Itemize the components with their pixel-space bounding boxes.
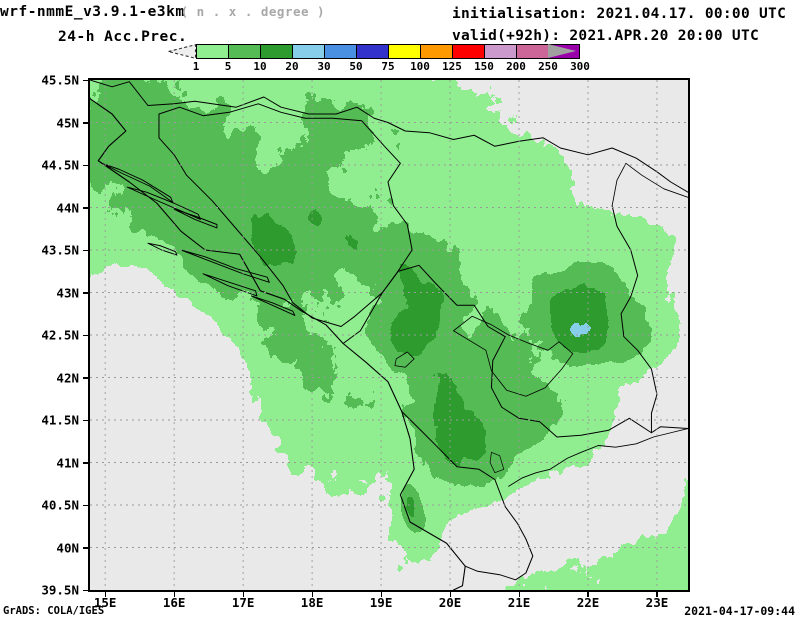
lon-tick-15E: 15E: [93, 595, 117, 610]
lon-tick-17E: 17E: [231, 595, 255, 610]
colorbar-tick-30: 30: [317, 60, 331, 73]
precipitation-field: [90, 80, 688, 590]
lat-tick-mark: [83, 547, 88, 549]
lat-tick-mark: [83, 249, 88, 251]
lat-tick-mark: [83, 589, 88, 591]
colorbar-swatch-3: [292, 44, 324, 59]
lat-tick-mark: [83, 79, 88, 81]
colorbar-swatch-7: [420, 44, 452, 59]
lon-tick-20E: 20E: [438, 595, 462, 610]
colorbar-tick-50: 50: [349, 60, 363, 73]
colorbar-tick-1: 1: [192, 60, 200, 73]
initialisation-time: initialisation: 2021.04.17. 00:00 UTC: [452, 6, 787, 22]
colorbar-high-cap: [548, 44, 576, 58]
lat-tick-mark: [83, 122, 88, 124]
lat-tick-43.5N: 43.5N: [41, 242, 79, 258]
model-units: ( n . x . degree ): [180, 4, 326, 19]
colorbar-tick-10: 10: [253, 60, 267, 73]
lon-tick-mark: [449, 592, 452, 597]
lat-tick-40.5N: 40.5N: [41, 497, 79, 513]
colorbar-swatch-8: [452, 44, 484, 59]
colorbar-swatch-10: [516, 44, 548, 59]
lat-tick-mark: [83, 377, 88, 379]
field-title: 24-h Acc.Prec.: [58, 29, 188, 45]
lon-tick-21E: 21E: [507, 595, 531, 610]
lat-tick-45.5N: 45.5N: [41, 72, 79, 88]
model-name: wrf-nmmE_v3.9.1-e3km: [0, 4, 185, 20]
lon-tick-23E: 23E: [645, 595, 669, 610]
model-title: wrf-nmmE_v3.9.1-e3km( n . x . degree ): [0, 4, 325, 20]
colorbar-tick-125: 125: [442, 60, 462, 73]
colorbar-swatch-0: [196, 44, 228, 59]
colorbar-tick-150: 150: [474, 60, 494, 73]
lon-tick-mark: [173, 592, 176, 597]
lon-tick-mark: [518, 592, 520, 597]
grads-credit: GrADS: COLA/IGES: [3, 605, 105, 617]
lat-tick-42N: 42N: [56, 370, 79, 385]
lon-tick-mark: [656, 592, 658, 597]
lat-tick-45N: 45N: [56, 115, 79, 130]
lat-tick-mark: [83, 207, 88, 209]
colorbar-swatch-6: [388, 44, 420, 59]
lat-tick-41N: 41N: [56, 455, 79, 470]
lat-tick-42.5N: 42.5N: [41, 327, 79, 343]
colorbar-swatch-4: [324, 44, 356, 59]
valid-time: valid(+92h): 2021.APR.20 20:00 UTC: [452, 28, 760, 44]
lat-tick-44N: 44N: [56, 200, 79, 215]
lon-tick-mark: [311, 592, 314, 597]
colorbar-tick-250: 250: [538, 60, 558, 73]
lon-tick-mark: [104, 592, 107, 597]
colorbar-swatch-9: [484, 44, 516, 59]
map-plot-area: [88, 78, 690, 592]
lat-tick-mark: [83, 164, 88, 166]
lat-tick-mark: [83, 504, 88, 506]
lon-tick-mark: [587, 592, 589, 597]
colorbar-tick-5: 5: [224, 60, 232, 73]
lat-tick-mark: [83, 462, 88, 464]
lon-tick-22E: 22E: [576, 595, 600, 610]
colorbar-swatches: [196, 44, 580, 59]
lat-tick-mark: [83, 419, 88, 421]
colorbar-tick-75: 75: [381, 60, 395, 73]
colorbar-swatch-1: [228, 44, 260, 59]
lat-tick-mark: [83, 292, 88, 294]
colorbar-tick-200: 200: [506, 60, 526, 73]
colorbar-swatch-5: [356, 44, 388, 59]
lon-tick-18E: 18E: [300, 595, 324, 610]
lat-tick-43N: 43N: [56, 285, 79, 300]
lon-tick-mark: [242, 592, 245, 597]
lat-tick-mark: [83, 334, 88, 336]
colorbar-tick-100: 100: [410, 60, 430, 73]
colorbar-low-cap-outline: [168, 44, 196, 59]
lat-tick-40N: 40N: [56, 540, 79, 555]
precipitation-colorbar: 1 5 10 20 30 50 75 100 125 150 200 250 300: [168, 44, 590, 73]
lon-tick-16E: 16E: [162, 595, 186, 610]
lat-tick-41.5N: 41.5N: [41, 412, 79, 428]
lon-tick-19E: 19E: [369, 595, 393, 610]
lon-tick-mark: [380, 592, 383, 597]
colorbar-tick-300: 300: [570, 60, 590, 73]
lat-tick-39.5N: 39.5N: [41, 582, 79, 598]
run-timestamp: 2021-04-17-09:44: [684, 604, 795, 618]
colorbar-tick-20: 20: [285, 60, 299, 73]
lat-tick-44.5N: 44.5N: [41, 157, 79, 173]
colorbar-swatch-2: [260, 44, 292, 59]
colorbar-low-cap: [168, 44, 196, 58]
